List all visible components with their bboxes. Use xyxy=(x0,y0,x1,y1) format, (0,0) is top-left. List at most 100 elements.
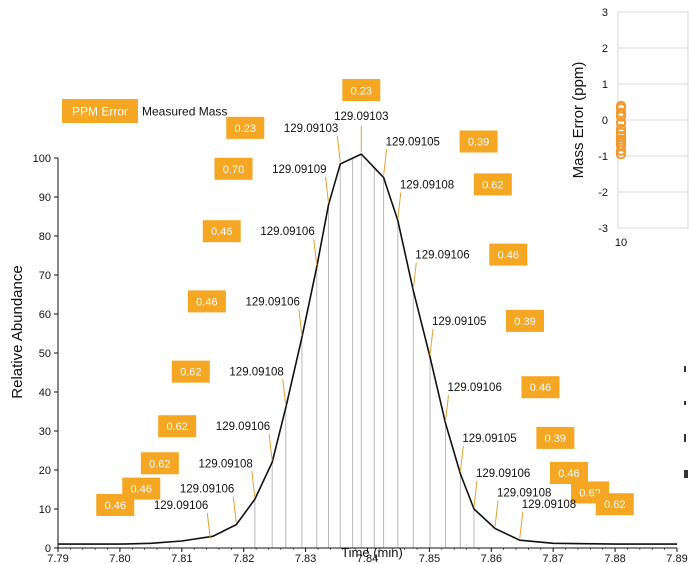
leader-line xyxy=(412,262,417,289)
ppm-value: 0.46 xyxy=(498,250,519,262)
mass-value: 129.09108 xyxy=(522,499,576,511)
y-tick-label: 20 xyxy=(39,465,51,477)
ppm-badge xyxy=(342,79,381,101)
y-tick-label: 90 xyxy=(39,192,51,204)
leader-line xyxy=(397,192,402,219)
ppm-badge xyxy=(473,173,512,196)
x-tick-label: 7.87 xyxy=(542,553,563,564)
ppm-value: 0.62 xyxy=(482,179,503,191)
ppm-value: 0.62 xyxy=(579,488,600,500)
x-tick-label: 7.79 xyxy=(47,553,68,564)
ppm-badge xyxy=(187,290,226,313)
leader-line xyxy=(298,309,303,336)
ppm-badge xyxy=(122,477,161,500)
inset-point xyxy=(615,127,627,138)
peak-line xyxy=(58,153,677,545)
leader-line xyxy=(336,135,341,162)
x-tick-label: 7.88 xyxy=(604,553,625,564)
leader-line xyxy=(282,379,287,406)
y-tick-label: 70 xyxy=(39,270,51,282)
ppm-value: 0.39 xyxy=(468,137,489,149)
mass-value: 129.09105 xyxy=(462,433,516,445)
ppm-badge xyxy=(521,376,560,399)
x-axis-label: Time (min) xyxy=(341,545,403,560)
ppm-value: 0.70 xyxy=(223,164,244,176)
x-tick-label: 7.80 xyxy=(109,553,130,564)
inset-point xyxy=(615,117,627,129)
main-axes: 0 10 20 30 40 50 60 70 80 90 100 7.79 7.80 7.81 7.82 7.… xyxy=(33,153,688,564)
legend-text-label: Measured Mass xyxy=(142,105,227,119)
inset-x-tick-label: 10 xyxy=(615,237,627,249)
leader-line xyxy=(444,395,449,422)
inset-y-tick-label: -1 xyxy=(598,151,608,163)
mass-value: 129.09106 xyxy=(246,296,300,308)
annotation: 129.09103 0.23 xyxy=(226,116,341,162)
inset-y-tick-label: 2 xyxy=(602,43,608,55)
annotation: 129.09108 0.62 xyxy=(519,493,634,539)
y-tick-label: 0 xyxy=(45,543,51,555)
legend: PPM Error Measured Mass xyxy=(62,99,227,123)
leader-line xyxy=(313,239,318,266)
ppm-value: 0.23 xyxy=(235,123,256,135)
ppm-value: 0.62 xyxy=(149,458,170,470)
annotation: 129.09105 0.39 xyxy=(459,426,575,472)
y-tick-label: 30 xyxy=(39,426,51,438)
leader-line xyxy=(383,149,388,176)
mass-value: 129.09106 xyxy=(476,468,530,480)
mass-value: 129.09106 xyxy=(216,421,270,433)
ppm-badge xyxy=(202,220,241,243)
annotation: 129.09106 0.46 xyxy=(412,243,528,289)
y-tick-label: 100 xyxy=(33,153,51,165)
ppm-badge xyxy=(506,309,545,332)
mass-value: 129.09105 xyxy=(386,137,440,149)
ppm-badge xyxy=(226,116,265,139)
inset-point xyxy=(615,145,627,156)
leader-line xyxy=(459,445,464,472)
ppm-value: 0.46 xyxy=(131,484,152,496)
ppm-value: 0.46 xyxy=(211,226,232,238)
ppm-badge xyxy=(489,243,528,266)
inset-y-axis-label: Mass Error (ppm) xyxy=(570,62,587,179)
leader-line xyxy=(473,480,478,508)
ppm-value: 0.46 xyxy=(558,468,579,480)
mass-value: 129.09106 xyxy=(415,250,469,262)
inset-y-tick-label: 0 xyxy=(602,115,608,127)
ppm-value: 0.23 xyxy=(351,86,372,98)
ppm-badge xyxy=(158,415,197,438)
legend-badge xyxy=(62,99,138,123)
inset-y-tick-label: 1 xyxy=(602,79,608,91)
annotation: 0.23 129.09103 xyxy=(334,79,388,153)
leader-line xyxy=(429,328,434,355)
y-tick-label: 40 xyxy=(39,387,51,399)
x-tick-label: 7.86 xyxy=(481,553,502,564)
leader-line xyxy=(206,512,211,540)
annotation: 129.09108 0.62 xyxy=(397,173,512,219)
leader-line xyxy=(494,500,499,527)
mass-value: 129.09108 xyxy=(198,458,252,470)
x-tick-label: 7.85 xyxy=(419,553,440,564)
ppm-value: 0.39 xyxy=(545,433,566,445)
mass-value: 129.09105 xyxy=(432,316,486,328)
x-tick-label: 7.82 xyxy=(233,553,254,564)
mass-value: 129.09109 xyxy=(272,164,326,176)
peak-profile xyxy=(58,153,677,545)
y-tick-label: 10 xyxy=(39,504,51,516)
ppm-value: 0.39 xyxy=(514,316,535,328)
mass-value: 129.09103 xyxy=(284,123,338,135)
x-tick-label: 7.81 xyxy=(171,553,192,564)
annotation: 129.09106 0.46 xyxy=(473,462,588,508)
ppm-value: 0.46 xyxy=(196,296,217,308)
inset-y-tick-label: -3 xyxy=(598,223,608,235)
mass-value: 129.09103 xyxy=(334,111,388,123)
ppm-badge xyxy=(595,493,634,516)
x-tick-label: 7.84 xyxy=(357,553,378,564)
x-tick-label: 7.89 xyxy=(666,553,687,564)
inset-point xyxy=(615,149,627,160)
mass-value: 129.09108 xyxy=(229,367,283,379)
y-tick-label: 80 xyxy=(39,231,51,243)
ppm-badge xyxy=(459,130,498,153)
